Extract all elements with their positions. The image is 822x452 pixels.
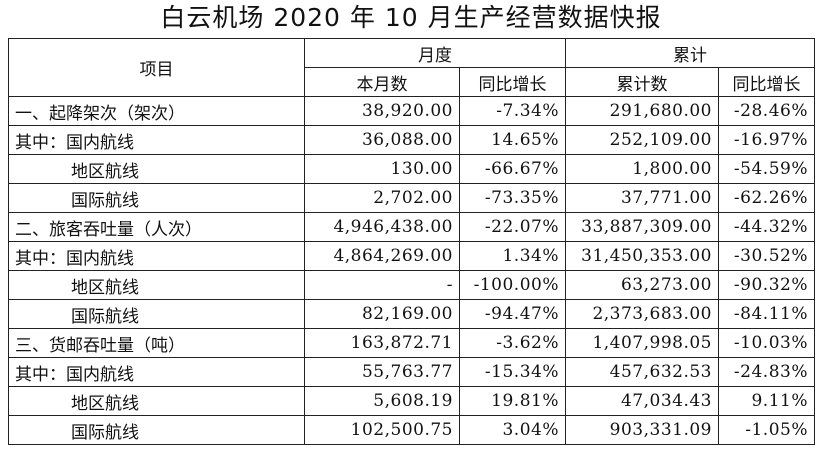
cum-yoy: -90.32% bbox=[718, 270, 815, 300]
month-value: 5,608.19 bbox=[304, 386, 460, 416]
month-value: 55,763.77 bbox=[304, 357, 460, 387]
table-row: 其中：国内航线 55,763.77 -15.34% 457,632.53 -24… bbox=[8, 357, 815, 387]
table-row: 国际航线 102,500.75 3.04% 903,331.09 -1.05% bbox=[8, 415, 815, 445]
month-value: 4,864,269.00 bbox=[304, 241, 460, 271]
cum-yoy: -54.59% bbox=[718, 154, 815, 184]
cum-value: 37,771.00 bbox=[565, 183, 719, 213]
header-month-value: 本月数 bbox=[304, 67, 460, 97]
page-title: 白云机场 2020 年 10 月生产经营数据快报 bbox=[160, 3, 662, 32]
cum-value: 457,632.53 bbox=[565, 357, 719, 387]
month-yoy: -66.67% bbox=[459, 154, 566, 184]
row-label: 其中：国内航线 bbox=[8, 125, 305, 155]
table-row: 地区航线 130.00 -66.67% 1,800.00 -54.59% bbox=[8, 154, 815, 184]
month-value: 163,872.71 bbox=[304, 328, 460, 358]
month-value: 82,169.00 bbox=[304, 299, 460, 329]
cum-yoy: -10.03% bbox=[718, 328, 815, 358]
header-cum-yoy: 同比增长 bbox=[718, 67, 815, 97]
month-value: 38,920.00 bbox=[304, 96, 460, 126]
cum-yoy: -16.97% bbox=[718, 125, 815, 155]
table-row: 地区航线 - -100.00% 63,273.00 -90.32% bbox=[8, 270, 815, 300]
month-value: 36,088.00 bbox=[304, 125, 460, 155]
cum-yoy: 9.11% bbox=[718, 386, 815, 416]
table-row: 一、起降架次（架次） 38,920.00 -7.34% 291,680.00 -… bbox=[8, 96, 815, 126]
table-row: 国际航线 2,702.00 -73.35% 37,771.00 -62.26% bbox=[8, 183, 815, 213]
cum-value: 252,109.00 bbox=[565, 125, 719, 155]
row-label: 地区航线 bbox=[8, 386, 305, 416]
month-yoy: -94.47% bbox=[459, 299, 566, 329]
header-item: 项目 bbox=[8, 38, 305, 97]
cum-value: 31,450,353.00 bbox=[565, 241, 719, 271]
table-row: 国际航线 82,169.00 -94.47% 2,373,683.00 -84.… bbox=[8, 299, 815, 329]
row-label: 地区航线 bbox=[8, 270, 305, 300]
row-label: 国际航线 bbox=[8, 183, 305, 213]
header-cum-value: 累计数 bbox=[565, 67, 719, 97]
month-yoy: -100.00% bbox=[459, 270, 566, 300]
month-yoy: -73.35% bbox=[459, 183, 566, 213]
header-cumulative: 累计 bbox=[565, 38, 815, 68]
month-value: 130.00 bbox=[304, 154, 460, 184]
cum-yoy: -1.05% bbox=[718, 415, 815, 445]
cum-yoy: -30.52% bbox=[718, 241, 815, 271]
cum-value: 2,373,683.00 bbox=[565, 299, 719, 329]
cum-value: 1,407,998.05 bbox=[565, 328, 719, 358]
month-value: - bbox=[304, 270, 460, 300]
cum-yoy: -44.32% bbox=[718, 212, 815, 242]
month-yoy: 1.34% bbox=[459, 241, 566, 271]
month-yoy: 3.04% bbox=[459, 415, 566, 445]
table-row: 二、旅客吞吐量（人次） 4,946,438.00 -22.07% 33,887,… bbox=[8, 212, 815, 242]
month-value: 4,946,438.00 bbox=[304, 212, 460, 242]
month-yoy: 14.65% bbox=[459, 125, 566, 155]
data-table: 项目 月度 累计 本月数 同比增长 累计数 同比增长 一、起降架次（架次） 38… bbox=[8, 38, 815, 445]
cum-value: 1,800.00 bbox=[565, 154, 719, 184]
row-label: 三、货邮吞吐量（吨） bbox=[8, 328, 305, 358]
cum-value: 33,887,309.00 bbox=[565, 212, 719, 242]
table-row: 其中：国内航线 4,864,269.00 1.34% 31,450,353.00… bbox=[8, 241, 815, 271]
cum-value: 63,273.00 bbox=[565, 270, 719, 300]
header-row-sub: 本月数 同比增长 累计数 同比增长 bbox=[9, 67, 815, 97]
month-yoy: -3.62% bbox=[459, 328, 566, 358]
cum-yoy: -24.83% bbox=[718, 357, 815, 387]
cum-yoy: -28.46% bbox=[718, 96, 815, 126]
month-value: 102,500.75 bbox=[304, 415, 460, 445]
header-monthly: 月度 bbox=[304, 38, 566, 68]
header-month-yoy: 同比增长 bbox=[459, 67, 566, 97]
row-label: 国际航线 bbox=[8, 299, 305, 329]
table-row: 其中：国内航线 36,088.00 14.65% 252,109.00 -16.… bbox=[8, 125, 815, 155]
table-row: 地区航线 5,608.19 19.81% 47,034.43 9.11% bbox=[8, 386, 815, 416]
cum-value: 47,034.43 bbox=[565, 386, 719, 416]
cum-yoy: -62.26% bbox=[718, 183, 815, 213]
header-row-group: 项目 月度 累计 bbox=[8, 38, 815, 97]
month-yoy: -7.34% bbox=[459, 96, 566, 126]
row-label: 其中：国内航线 bbox=[8, 241, 305, 271]
month-yoy: 19.81% bbox=[459, 386, 566, 416]
cum-value: 903,331.09 bbox=[565, 415, 719, 445]
row-label: 二、旅客吞吐量（人次） bbox=[8, 212, 305, 242]
cum-yoy: -84.11% bbox=[718, 299, 815, 329]
cum-value: 291,680.00 bbox=[565, 96, 719, 126]
row-label: 其中：国内航线 bbox=[8, 357, 305, 387]
table-row: 三、货邮吞吐量（吨） 163,872.71 -3.62% 1,407,998.0… bbox=[8, 328, 815, 358]
row-label: 一、起降架次（架次） bbox=[8, 96, 305, 126]
month-yoy: -22.07% bbox=[459, 212, 566, 242]
row-label: 国际航线 bbox=[8, 415, 305, 445]
month-value: 2,702.00 bbox=[304, 183, 460, 213]
month-yoy: -15.34% bbox=[459, 357, 566, 387]
row-label: 地区航线 bbox=[8, 154, 305, 184]
